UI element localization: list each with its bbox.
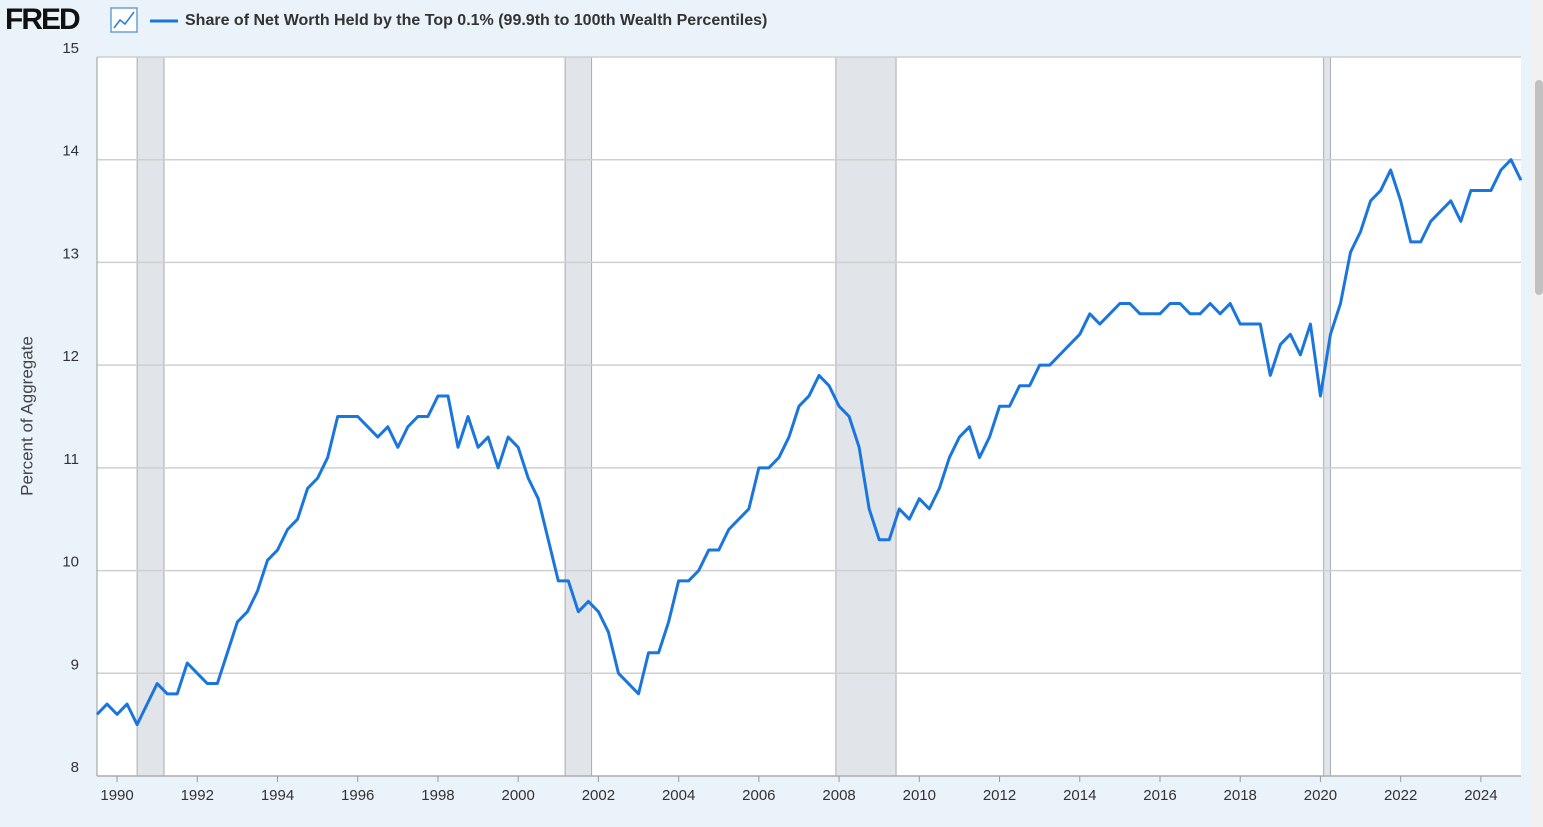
scrollbar-thumb[interactable] — [1535, 80, 1543, 295]
y-tick-label: 11 — [63, 451, 79, 468]
x-tick-label: 2016 — [1143, 787, 1176, 804]
x-tick-label: 1998 — [421, 787, 454, 804]
x-tick-label: 1994 — [261, 787, 294, 804]
x-tick-label: 2012 — [983, 787, 1016, 804]
x-tick-label: 2004 — [662, 787, 695, 804]
recession-band — [835, 56, 897, 777]
series-line — [95, 158, 1523, 727]
x-tick-label: 2022 — [1384, 787, 1417, 804]
y-tick-label: 13 — [62, 245, 79, 262]
x-tick-label: 2008 — [822, 787, 855, 804]
x-tick-label: 1992 — [181, 787, 214, 804]
y-axis-label: Percent of Aggregate — [17, 336, 36, 496]
y-tick-label: 14 — [62, 143, 79, 160]
x-tick-label: 2002 — [582, 787, 615, 804]
y-tick-label: 15 — [62, 40, 79, 57]
x-tick-label: 2018 — [1224, 787, 1257, 804]
x-tick-label: 1996 — [341, 787, 374, 804]
recession-band — [136, 56, 165, 777]
y-tick-label: 10 — [62, 554, 79, 571]
y-tick-label: 9 — [71, 656, 79, 673]
plot-area — [97, 57, 1521, 776]
x-tick-label: 2020 — [1304, 787, 1337, 804]
y-tick-label: 8 — [71, 759, 79, 776]
x-tick-label: 2006 — [742, 787, 775, 804]
x-tick-label: 2010 — [903, 787, 936, 804]
recession-band — [1323, 56, 1331, 777]
recession-band — [564, 56, 593, 777]
x-tick-label: 2014 — [1063, 787, 1096, 804]
y-tick-label: 12 — [62, 348, 79, 365]
logo-icon — [110, 7, 138, 33]
x-tick-label: 1990 — [100, 787, 133, 804]
legend-label: Share of Net Worth Held by the Top 0.1% … — [185, 12, 767, 29]
x-tick-label: 2024 — [1464, 787, 1497, 804]
x-tick-label: 2000 — [501, 787, 534, 804]
logo: FRED — [5, 3, 80, 36]
